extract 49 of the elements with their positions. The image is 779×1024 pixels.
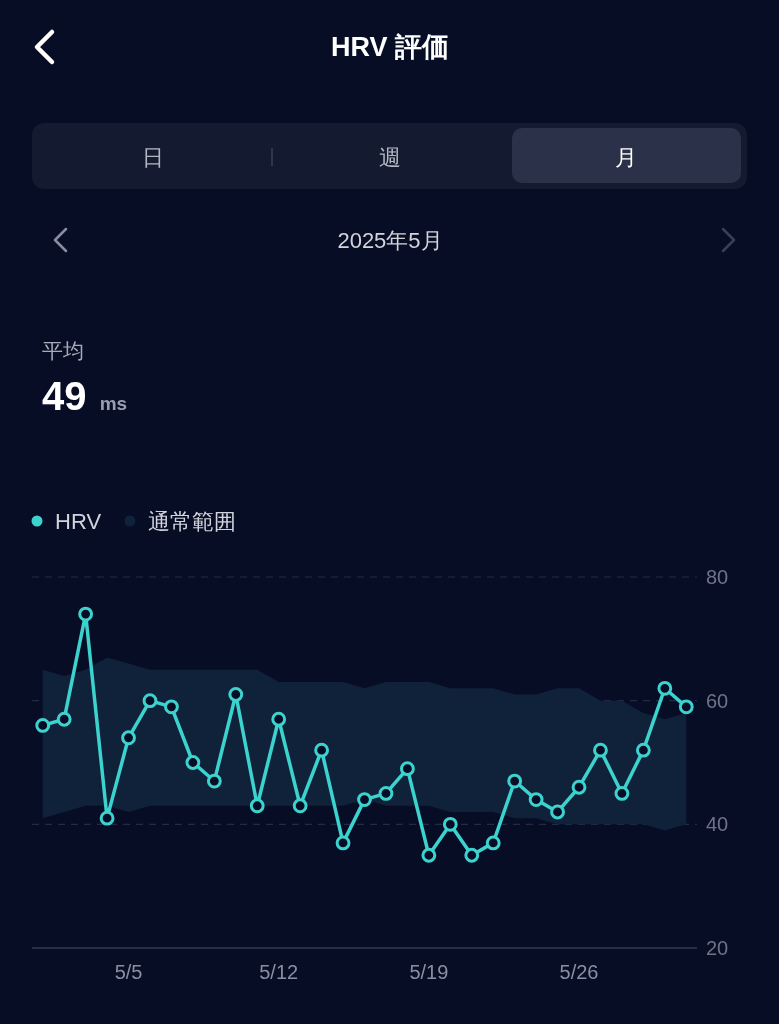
point bbox=[464, 847, 480, 863]
point bbox=[164, 699, 179, 715]
text: 49 bbox=[42, 374, 87, 418]
x-tick-label: 5/12 bbox=[259, 961, 299, 983]
point bbox=[657, 680, 673, 696]
text: 日 bbox=[142, 144, 164, 170]
point bbox=[442, 816, 458, 832]
point bbox=[228, 687, 244, 702]
point bbox=[635, 742, 651, 758]
point bbox=[121, 730, 136, 746]
point bbox=[507, 773, 523, 789]
y-tick-label: 60 bbox=[706, 689, 729, 712]
point bbox=[678, 699, 694, 715]
point bbox=[142, 693, 158, 709]
point bbox=[571, 779, 587, 795]
y-tick-label: 40 bbox=[706, 813, 729, 836]
chart-subtitle: 2025年5月 bbox=[337, 227, 443, 253]
point bbox=[314, 742, 330, 758]
point bbox=[99, 810, 115, 826]
y-tick-label: 80 bbox=[706, 566, 729, 588]
point bbox=[614, 786, 630, 801]
x-tick-label: 5/19 bbox=[409, 961, 449, 983]
point bbox=[378, 786, 394, 801]
point bbox=[185, 755, 201, 770]
y-tick-label: 20 bbox=[706, 937, 729, 959]
point bbox=[249, 798, 265, 814]
point bbox=[35, 717, 51, 733]
point bbox=[593, 742, 608, 758]
point bbox=[421, 847, 437, 863]
x-tick-label: 5/5 bbox=[114, 961, 143, 983]
text: 平均 bbox=[42, 338, 84, 362]
x-tick-label: 5/26 bbox=[559, 961, 599, 983]
point bbox=[357, 792, 372, 808]
point bbox=[550, 804, 565, 820]
text: ms bbox=[99, 393, 128, 414]
point bbox=[335, 835, 351, 851]
legend-label: 通常範囲 bbox=[147, 508, 236, 534]
point bbox=[485, 835, 501, 851]
point bbox=[78, 606, 94, 622]
legend-label: HRV bbox=[55, 508, 102, 534]
point bbox=[271, 711, 287, 727]
point bbox=[528, 792, 544, 808]
point bbox=[56, 711, 72, 727]
text: 週 bbox=[379, 144, 401, 170]
point bbox=[399, 761, 415, 777]
point bbox=[292, 798, 308, 814]
text: 月 bbox=[615, 144, 637, 170]
chart-title: HRV 評価 bbox=[330, 32, 450, 62]
point bbox=[206, 773, 222, 789]
